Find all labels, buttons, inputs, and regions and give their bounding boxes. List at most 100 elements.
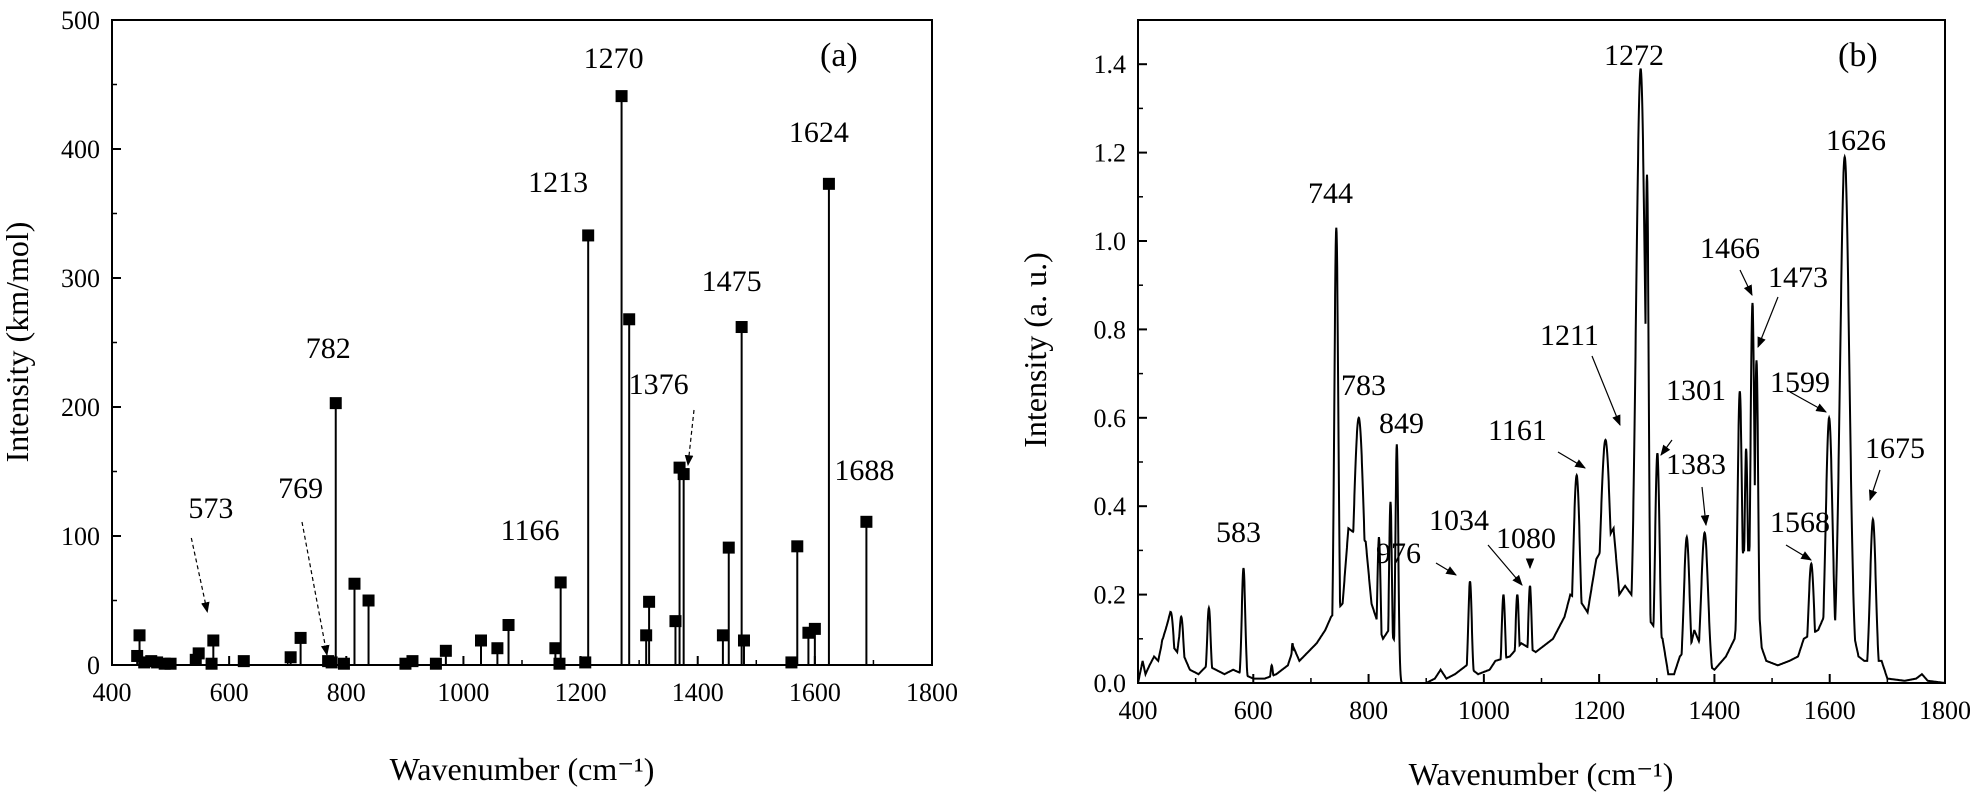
peak-label: 1301	[1666, 374, 1726, 407]
peak-label: 573	[188, 492, 233, 525]
peak-label: 782	[306, 332, 351, 365]
stick-marker	[294, 631, 307, 644]
peak-label: 849	[1379, 407, 1424, 440]
annotation-arrow	[1435, 562, 1457, 576]
peak-label: 1624	[789, 116, 849, 149]
stick-marker	[348, 577, 361, 590]
y-tick-label: 0.0	[1094, 669, 1127, 698]
x-tick-label: 1800	[1919, 696, 1971, 725]
x-tick-label: 1400	[1688, 696, 1740, 725]
stick-marker	[669, 615, 682, 628]
peak-label: 1383	[1666, 448, 1726, 481]
annotation-arrow	[1557, 451, 1586, 469]
x-tick-label: 1200	[1573, 696, 1625, 725]
peak-label: 1473	[1768, 261, 1828, 294]
peak-label: 1080	[1496, 522, 1556, 555]
y-tick-label: 0.4	[1094, 492, 1127, 521]
stick-marker	[164, 657, 177, 670]
annotation-arrow	[1487, 544, 1523, 586]
peak-label: 976	[1376, 537, 1421, 570]
stick-marker	[329, 397, 342, 410]
annotation-arrow	[1739, 269, 1753, 296]
x-tick-label: 1000	[437, 678, 489, 707]
stick-marker	[284, 651, 297, 664]
annotation-arrow	[1789, 391, 1827, 413]
peak-label: 783	[1341, 369, 1386, 402]
stick-marker	[554, 576, 567, 589]
stick-marker	[362, 594, 375, 607]
peak-label: 1034	[1429, 504, 1489, 537]
x-tick-label: 1600	[789, 678, 841, 707]
annotation-arrow	[301, 521, 330, 657]
panel-b-ylabel: Intensity (a. u.)	[1017, 252, 1053, 448]
stick-marker	[337, 657, 350, 670]
stick-marker	[737, 634, 750, 647]
stick-marker	[475, 634, 487, 647]
peak-label: 1272	[1604, 39, 1664, 72]
stick-marker	[716, 629, 729, 642]
x-tick-label: 400	[93, 678, 132, 707]
peak-label: 1161	[1488, 414, 1547, 447]
y-tick-label: 1.4	[1094, 50, 1127, 79]
peak-label: 1466	[1700, 232, 1760, 265]
stick-marker	[582, 229, 595, 242]
stick-marker	[735, 321, 748, 334]
annotation-arrow	[684, 409, 695, 467]
stick-marker	[491, 642, 504, 655]
y-tick-label: 100	[61, 522, 100, 551]
x-tick-label: 1200	[555, 678, 607, 707]
stick-marker	[623, 313, 636, 326]
peak-label: 1211	[1540, 319, 1599, 352]
peak-label: 583	[1216, 516, 1261, 549]
peak-label: 1675	[1865, 432, 1925, 465]
x-tick-label: 800	[327, 678, 366, 707]
panel-a-label: (a)	[820, 37, 858, 74]
panel-a-chart: 400 600 800 1000 1200 1400 1600 1800 0 100 200 300 4…	[0, 6, 958, 787]
stick-marker	[822, 177, 835, 190]
x-tick-label: 1800	[906, 678, 958, 707]
y-tick-label: 0.8	[1094, 315, 1127, 344]
annotation-arrow	[1868, 469, 1881, 502]
y-tick-label: 400	[61, 135, 100, 164]
spectrum-line	[1137, 68, 1946, 684]
annotation-arrow	[1591, 355, 1621, 427]
y-tick-label: 200	[61, 393, 100, 422]
stick-marker	[615, 90, 628, 103]
y-tick-label: 1.0	[1094, 227, 1127, 256]
peak-label: 1475	[702, 265, 762, 298]
y-tick-label: 1.2	[1094, 139, 1127, 168]
x-tick-label: 1400	[672, 678, 724, 707]
peak-label: 1213	[528, 166, 588, 199]
stick-marker	[325, 656, 338, 669]
y-tick-label: 0	[87, 651, 100, 680]
stick-marker	[640, 629, 653, 642]
y-tick-label: 300	[61, 264, 100, 293]
panel-b-chart: 400 600 800 1000 1200 1400 1600 1800 0.0 0.2 0.4 0.…	[1017, 19, 1971, 792]
peak-label: 1166	[501, 514, 560, 547]
stick-marker	[237, 655, 250, 668]
stick-marker	[205, 657, 218, 670]
peak-label: 1376	[629, 368, 689, 401]
y-tick-label: 0.2	[1094, 581, 1127, 610]
stick-marker	[207, 634, 220, 647]
peak-label: 1270	[584, 42, 644, 75]
stick-marker	[549, 642, 562, 655]
x-tick-label: 600	[210, 678, 249, 707]
panel-b-xlabel: Wavenumber (cm⁻¹)	[1409, 756, 1674, 792]
stick-marker	[785, 656, 798, 669]
peak-label: 769	[278, 472, 323, 505]
panel-a-xlabel: Wavenumber (cm⁻¹)	[390, 751, 655, 787]
x-tick-label: 600	[1234, 696, 1273, 725]
stick-marker	[791, 540, 804, 553]
peak-label: 1568	[1770, 506, 1830, 539]
stick-marker	[722, 541, 735, 554]
annotation-arrow	[1660, 439, 1673, 456]
panel-b-label: (b)	[1838, 37, 1878, 74]
peak-label: 1599	[1770, 366, 1830, 399]
stick-marker	[133, 629, 146, 642]
stick-marker	[808, 622, 821, 635]
stick-marker	[553, 657, 566, 670]
peak-label: 744	[1308, 177, 1353, 210]
annotation-arrow	[190, 537, 210, 614]
